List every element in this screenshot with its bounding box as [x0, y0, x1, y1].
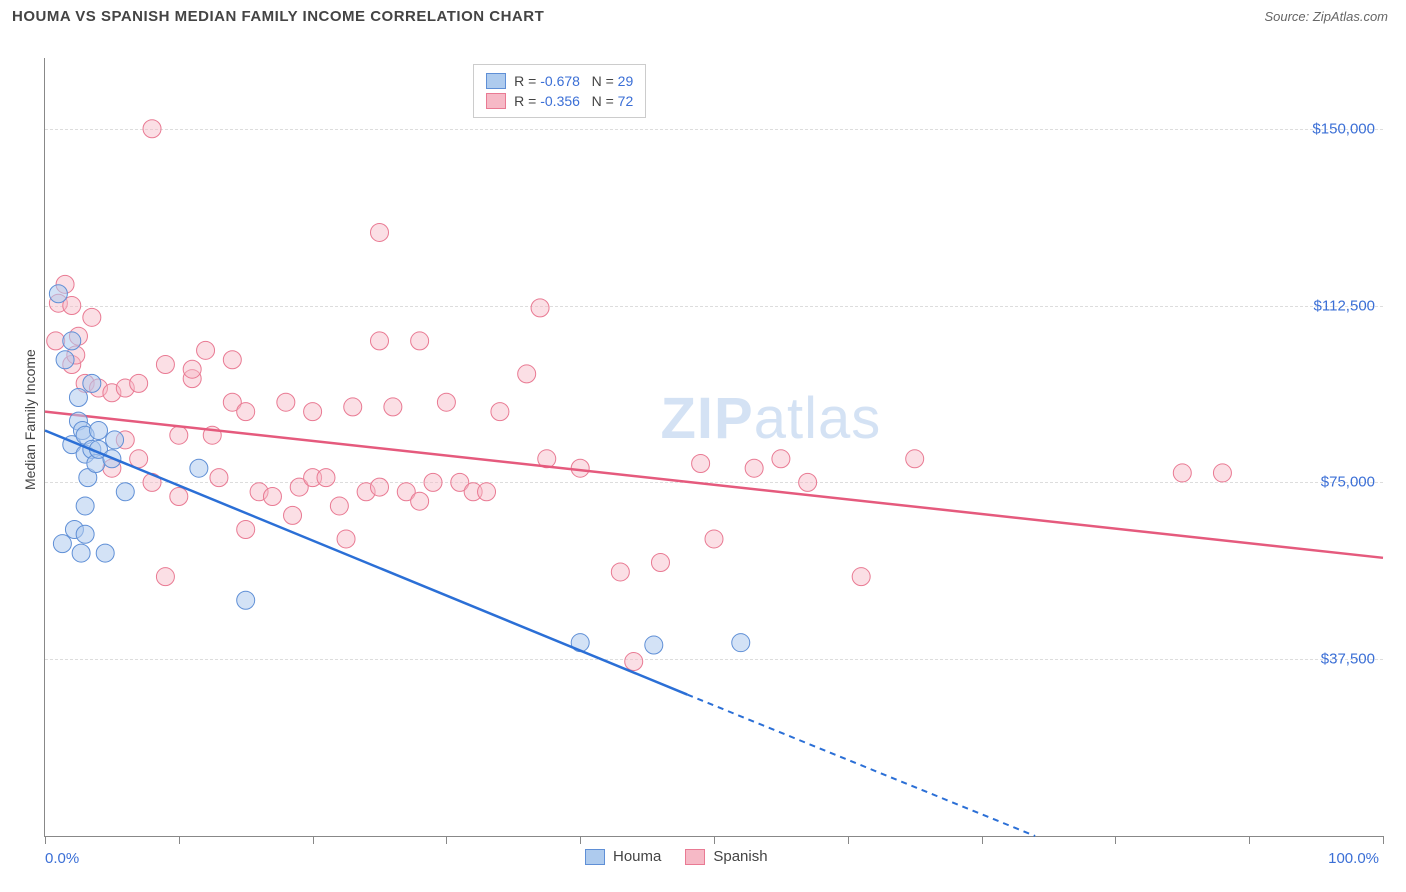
spanish-point	[371, 223, 389, 241]
spanish-point	[411, 332, 429, 350]
houma-point	[53, 535, 71, 553]
legend-item: Houma	[585, 848, 661, 865]
spanish-point	[1173, 464, 1191, 482]
x-tick	[982, 836, 983, 844]
spanish-point	[130, 374, 148, 392]
spanish-point	[411, 492, 429, 510]
legend-stats-row: R = -0.356 N = 72	[486, 91, 633, 111]
spanish-point	[384, 398, 402, 416]
houma-point	[63, 332, 81, 350]
y-axis-title: Median Family Income	[22, 349, 38, 490]
legend-stats-row: R = -0.678 N = 29	[486, 71, 633, 91]
spanish-point	[210, 469, 228, 487]
spanish-point	[83, 308, 101, 326]
houma-point	[106, 431, 124, 449]
spanish-point	[437, 393, 455, 411]
houma-trendline-ext	[687, 695, 1035, 836]
houma-point	[190, 459, 208, 477]
spanish-point	[705, 530, 723, 548]
spanish-point	[1213, 464, 1231, 482]
spanish-point	[263, 488, 281, 506]
legend-label: Spanish	[713, 848, 767, 865]
spanish-point	[906, 450, 924, 468]
spanish-point	[371, 332, 389, 350]
chart-title: HOUMA VS SPANISH MEDIAN FAMILY INCOME CO…	[12, 8, 544, 25]
spanish-point	[772, 450, 790, 468]
houma-point	[83, 374, 101, 392]
x-tick	[714, 836, 715, 844]
x-tick	[45, 836, 46, 844]
spanish-point	[745, 459, 763, 477]
spanish-point	[478, 483, 496, 501]
legend-series: Houma Spanish	[585, 848, 768, 865]
x-tick	[848, 836, 849, 844]
houma-point	[645, 636, 663, 654]
x-tick	[1115, 836, 1116, 844]
spanish-point	[197, 341, 215, 359]
spanish-point	[143, 120, 161, 138]
legend-item: Spanish	[685, 848, 767, 865]
houma-point	[56, 351, 74, 369]
legend-label: Houma	[613, 848, 661, 865]
source-label: Source: ZipAtlas.com	[1264, 9, 1388, 24]
spanish-point	[330, 497, 348, 515]
x-axis-label-left: 0.0%	[45, 850, 79, 867]
spanish-point	[284, 506, 302, 524]
spanish-point	[518, 365, 536, 383]
x-tick	[446, 836, 447, 844]
spanish-point	[337, 530, 355, 548]
legend-stats-text: R = -0.678 N = 29	[514, 73, 633, 89]
plot-area: $37,500$75,000$112,500$150,0000.0%100.0%…	[44, 58, 1383, 837]
x-tick	[179, 836, 180, 844]
spanish-point	[237, 521, 255, 539]
legend-swatch	[486, 93, 506, 109]
houma-point	[76, 497, 94, 515]
houma-point	[237, 591, 255, 609]
spanish-point	[170, 488, 188, 506]
x-tick	[1383, 836, 1384, 844]
legend-swatch	[585, 849, 605, 865]
legend-stats: R = -0.678 N = 29 R = -0.356 N = 72	[473, 64, 646, 118]
header: HOUMA VS SPANISH MEDIAN FAMILY INCOME CO…	[0, 0, 1406, 33]
spanish-point	[799, 473, 817, 491]
spanish-point	[531, 299, 549, 317]
spanish-point	[183, 360, 201, 378]
houma-point	[90, 421, 108, 439]
spanish-point	[651, 554, 669, 572]
legend-stats-text: R = -0.356 N = 72	[514, 93, 633, 109]
spanish-point	[277, 393, 295, 411]
spanish-point	[371, 478, 389, 496]
spanish-point	[223, 351, 241, 369]
houma-point	[116, 483, 134, 501]
houma-point	[72, 544, 90, 562]
spanish-point	[692, 455, 710, 473]
spanish-point	[317, 469, 335, 487]
houma-point	[69, 388, 87, 406]
spanish-point	[344, 398, 362, 416]
houma-point	[76, 525, 94, 543]
spanish-point	[170, 426, 188, 444]
legend-swatch	[486, 73, 506, 89]
x-tick	[1249, 836, 1250, 844]
spanish-point	[156, 355, 174, 373]
spanish-point	[156, 568, 174, 586]
spanish-point	[304, 403, 322, 421]
spanish-point	[625, 653, 643, 671]
spanish-point	[491, 403, 509, 421]
spanish-point	[424, 473, 442, 491]
spanish-point	[852, 568, 870, 586]
x-tick	[313, 836, 314, 844]
plot-svg	[45, 58, 1383, 836]
x-axis-label-right: 100.0%	[1328, 850, 1379, 867]
houma-point	[49, 285, 67, 303]
spanish-point	[611, 563, 629, 581]
houma-point	[96, 544, 114, 562]
legend-swatch	[685, 849, 705, 865]
x-tick	[580, 836, 581, 844]
spanish-point	[47, 332, 65, 350]
spanish-point	[237, 403, 255, 421]
houma-point	[732, 634, 750, 652]
